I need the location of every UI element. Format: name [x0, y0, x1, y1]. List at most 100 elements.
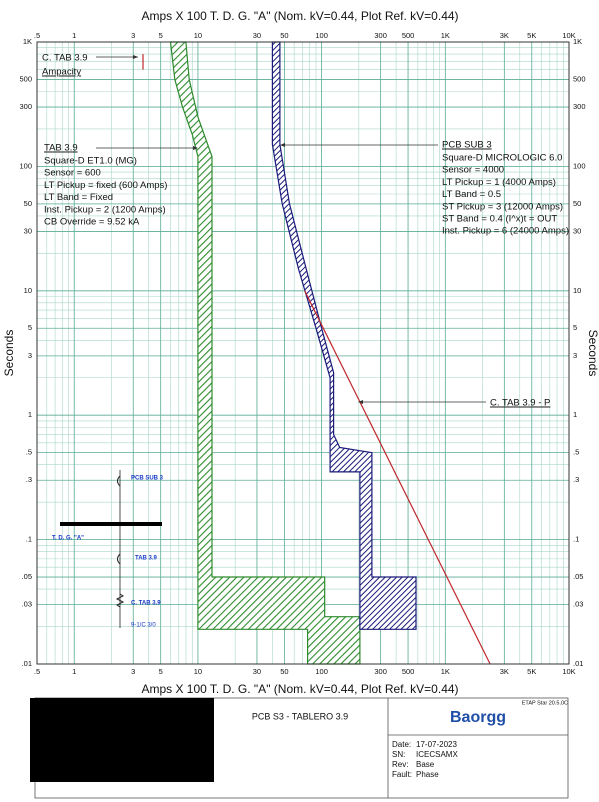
arrow-head — [133, 55, 138, 59]
y-tick-label: 3 — [28, 351, 32, 360]
x-tick-label: 1 — [72, 31, 76, 40]
annotation-line: Square-D MICROLOGIC 6.0 — [442, 153, 562, 164]
one-line-label: TAB 3.9 — [135, 556, 158, 562]
one-line-diagram: PCB SUB 3 T. D. G. "A" TAB 3.9 C. TAB 3.… — [52, 470, 164, 629]
annotation-title: C. TAB 3.9 - P — [490, 398, 550, 409]
y-tick-label: 500 — [573, 74, 586, 83]
y-tick-label: 50 — [24, 199, 32, 208]
y-tick-label: .01 — [22, 659, 32, 668]
bus-bar — [60, 522, 162, 526]
info-fields: Date: 17-07-2023 SN: ICECSAMX Rev: Base Fault:… — [392, 740, 458, 779]
annotation-line: ST Pickup = 3 (12000 Amps) — [442, 201, 563, 212]
x-tick-label: 5 — [159, 667, 163, 676]
x-axis-title-top: Amps X 100 T. D. G. "A" (Nom. kV=0.44, P… — [141, 9, 458, 23]
annotation-line: ST Band = 0.4 (I^x)t = OUT — [442, 214, 557, 225]
annotation-line: Sensor = 4000 — [442, 165, 504, 176]
project-name: PCB S3 - TABLERO 3.9 — [252, 711, 348, 721]
y-tick-label: 1K — [573, 37, 582, 46]
y-tick-label: 30 — [573, 226, 581, 235]
y-tick-label: 1K — [23, 37, 32, 46]
annotation-line: Inst. Pickup = 2 (1200 Amps) — [44, 204, 166, 215]
y-tick-label: 10 — [573, 286, 581, 295]
y-tick-label: .3 — [573, 475, 579, 484]
y-tick-label: .05 — [22, 572, 32, 581]
x-tick-label: 5K — [527, 31, 536, 40]
y-tick-label: .01 — [573, 659, 583, 668]
arrow-head — [280, 143, 285, 147]
y-tick-label: .5 — [26, 448, 32, 457]
grid — [36, 41, 570, 665]
cable-symbol — [115, 593, 125, 608]
field-label: SN: — [392, 750, 405, 759]
y-tick-label: .5 — [573, 448, 579, 457]
software-version: ETAP Star 20.5.0C — [522, 700, 568, 706]
annotation-line: Inst. Pickup = 6 (24000 Amps) — [442, 226, 569, 237]
x-tick-label: 500 — [402, 31, 415, 40]
y-tick-label: 500 — [19, 74, 32, 83]
x-tick-label: 1K — [441, 31, 450, 40]
y-tick-label: 300 — [573, 102, 586, 111]
annotation-line: LT Pickup = 1 (4000 Amps) — [442, 177, 556, 188]
y-tick-label: 5 — [573, 323, 577, 332]
y-tick-label: .03 — [22, 600, 32, 609]
x-tick-label: .5 — [34, 31, 40, 40]
curve-band — [271, 41, 417, 630]
x-tick-label: 3K — [500, 31, 509, 40]
field-label: Rev: — [392, 760, 408, 769]
one-line-label: 9-1/C 3/0 — [131, 623, 156, 629]
x-tick-label: 10K — [562, 31, 575, 40]
x-tick-label: 100 — [315, 31, 328, 40]
one-line-label: PCB SUB 3 — [131, 476, 164, 482]
x-tick-label: 10 — [194, 31, 202, 40]
x-tick-label: 1 — [72, 667, 76, 676]
x-tick-label: 500 — [402, 667, 415, 676]
arrow-head — [193, 146, 198, 150]
field-value: 17-07-2023 — [416, 740, 457, 749]
field-label: Fault: — [392, 770, 412, 779]
breaker-symbol — [117, 475, 121, 487]
y-tick-label: 100 — [573, 161, 586, 170]
x-tick-label: 10 — [194, 667, 202, 676]
annotation-line: LT Pickup = fixed (600 Amps) — [44, 180, 167, 191]
y-tick-label: 3 — [573, 351, 577, 360]
x-tick-label: 5 — [159, 31, 163, 40]
curve-line — [304, 290, 491, 665]
annotation-line: Sensor = 600 — [44, 168, 101, 179]
x-tick-label: 50 — [280, 31, 288, 40]
x-tick-label: 300 — [374, 31, 387, 40]
field-value: Base — [416, 760, 435, 769]
y-tick-label: .03 — [573, 600, 583, 609]
x-tick-label: 300 — [374, 667, 387, 676]
annotation-title: TAB 3.9 — [44, 143, 78, 154]
company-logo: Baorgg — [450, 709, 506, 726]
annotation-line: LT Band = 0.5 — [442, 189, 501, 200]
field-value: ICECSAMX — [416, 750, 458, 759]
y-tick-label: .05 — [573, 572, 583, 581]
redacted-box — [30, 698, 214, 782]
y-tick-label: 1 — [28, 410, 32, 419]
y-tick-label: .3 — [26, 475, 32, 484]
y-tick-label: 100 — [19, 161, 32, 170]
field-label: Date: — [392, 740, 411, 749]
x-tick-label: 3 — [131, 667, 135, 676]
one-line-label: T. D. G. "A" — [52, 536, 84, 542]
y-tick-label: 30 — [24, 226, 32, 235]
y-axis-title: Seconds — [2, 330, 16, 377]
x-axis-title: Amps X 100 T. D. G. "A" (Nom. kV=0.44, P… — [141, 682, 458, 696]
field-value: Phase — [416, 770, 439, 779]
x-tick-label: 50 — [280, 667, 288, 676]
y-tick-label: 10 — [24, 286, 32, 295]
x-tick-label: 5K — [527, 667, 536, 676]
arrow-head — [358, 400, 363, 404]
one-line-label: C. TAB 3.9 — [131, 601, 161, 607]
y-tick-label: .1 — [573, 535, 579, 544]
plot-frame — [36, 41, 570, 665]
breaker-symbol — [117, 553, 121, 565]
y-tick-label: 300 — [19, 102, 32, 111]
y-tick-label: 1 — [573, 410, 577, 419]
annotation-title: PCB SUB 3 — [442, 140, 492, 151]
annotation-line: Ampacity — [42, 67, 81, 78]
x-tick-label: .5 — [34, 667, 40, 676]
